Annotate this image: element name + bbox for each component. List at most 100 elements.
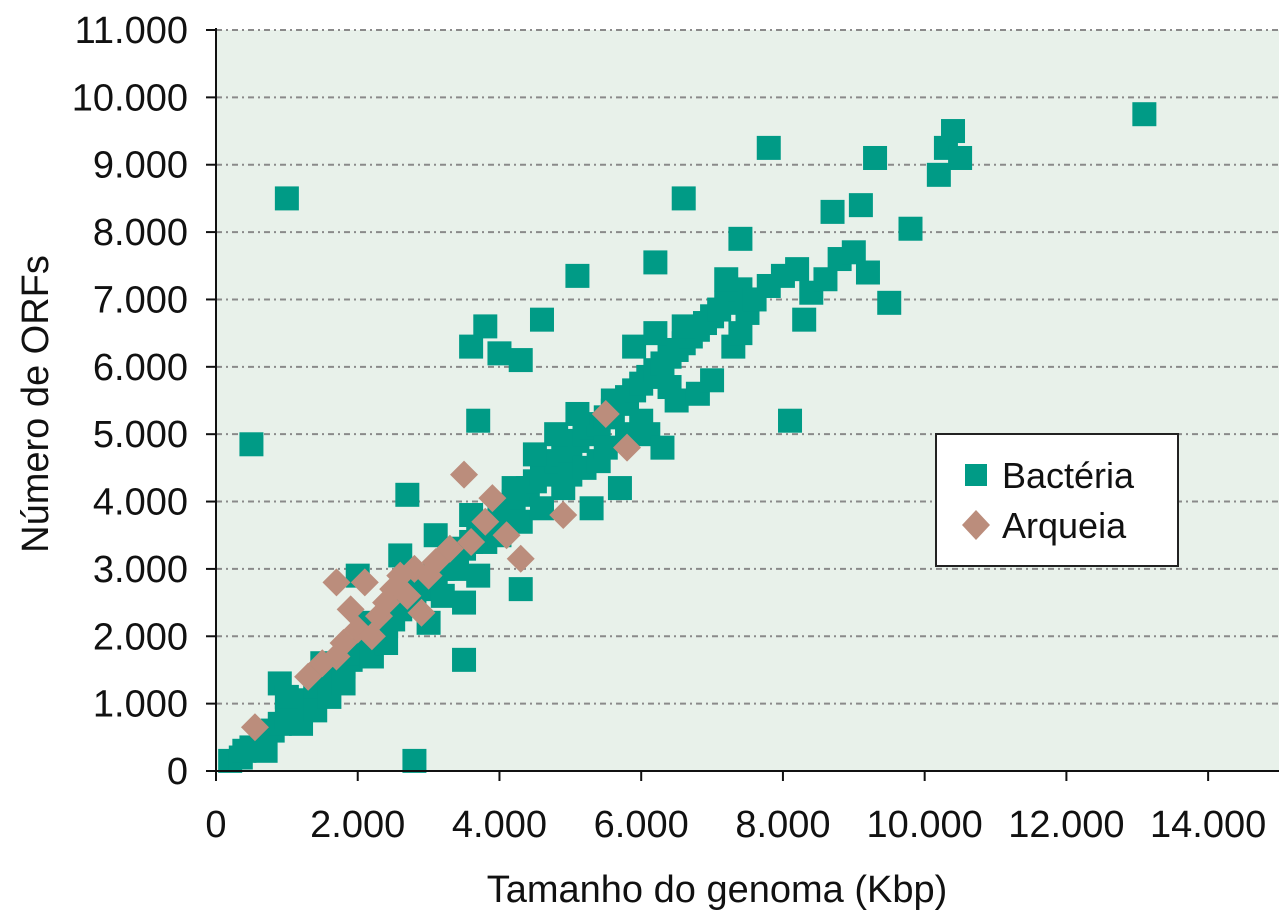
y-tick-label-3: 3.000 [93,549,188,591]
point-bacteria-124 [622,334,647,359]
point-bacteria-88 [274,684,299,709]
point-bacteria-133 [700,368,725,393]
point-bacteria-81 [792,307,817,332]
point-bacteria-83 [926,162,951,187]
point-arqueia-19 [457,527,486,556]
x-tick-label-7: 14.000 [1150,804,1266,846]
y-tick-label-6: 6.000 [93,347,188,389]
x-axis-title: Tamanho do genoma (Kbp) [487,869,948,911]
point-bacteria-159 [508,577,533,602]
point-arqueia-23 [506,544,535,573]
point-bacteria-85 [941,119,966,144]
x-tick-label-1: 2.000 [310,804,405,846]
point-bacteria-143 [487,341,512,366]
point-bacteria-80 [855,260,880,285]
y-tick-label-5: 5.000 [93,414,188,456]
point-arqueia-26 [613,433,642,462]
point-arqueia-22 [492,521,521,550]
x-tick-label-3: 6.000 [594,804,689,846]
y-tick-label-8: 8.000 [93,212,188,254]
point-arqueia-27 [329,629,358,658]
point-bacteria-130 [664,388,689,413]
point-arqueia-21 [478,484,507,513]
point-arqueia-0 [240,713,269,742]
y-tick-label-0: 0 [167,751,188,793]
point-bacteria-102 [430,583,455,608]
point-bacteria-144 [508,348,533,373]
point-bacteria-116 [565,401,590,426]
point-bacteria-104 [452,590,477,615]
point-bacteria-152 [820,199,845,224]
point-bacteria-154 [877,290,902,315]
point-bacteria-160 [402,748,427,773]
point-bacteria-146 [565,263,590,288]
point-bacteria-140 [473,314,498,339]
point-arqueia-18 [450,460,479,489]
point-bacteria-161 [1132,102,1157,127]
point-bacteria-82 [898,216,923,241]
point-arqueia-25 [591,399,620,428]
point-arqueia-4 [322,568,351,597]
legend-box [935,433,1179,567]
legend: Bactéria Arqueia [935,433,1179,567]
y-tick-label-2: 2.000 [93,616,188,658]
x-tick-label-6: 12.000 [1008,804,1124,846]
x-tick-label-4: 8.000 [735,804,830,846]
x-tick-label-5: 10.000 [867,804,983,846]
point-bacteria-111 [522,442,547,467]
point-bacteria-106 [466,563,491,588]
point-bacteria-86 [948,145,973,170]
point-bacteria-147 [643,250,668,275]
point-bacteria-112 [529,496,554,521]
point-arqueia-24 [549,501,578,530]
point-arqueia-17 [435,534,464,563]
point-bacteria-113 [544,422,569,447]
point-bacteria-138 [232,738,257,763]
point-bacteria-139 [395,482,420,507]
point-bacteria-109 [501,476,526,501]
y-tick-label-1: 1.000 [93,684,188,726]
point-arqueia-12 [393,581,422,610]
point-bacteria-157 [239,432,264,457]
legend-label-arqueia: Arqueia [1002,505,1127,546]
point-bacteria-127 [643,321,668,346]
point-bacteria-158 [452,647,477,672]
point-bacteria-93 [331,671,356,696]
point-bacteria-77 [813,267,838,292]
legend-marker-bacteria [965,464,987,486]
point-arqueia-7 [350,568,379,597]
y-tick-label-4: 4.000 [93,482,188,524]
y-tick-label-7: 7.000 [93,279,188,321]
point-bacteria-149 [728,226,753,251]
point-bacteria-136 [728,321,753,346]
point-bacteria-141 [466,408,491,433]
y-axis-title: Número de ORFs [15,255,57,553]
point-bacteria-142 [459,334,484,359]
point-bacteria-145 [529,307,554,332]
x-tick-label-0: 0 [205,804,226,846]
axes: 0 1.000 2.000 3.000 4.000 5.000 6.000 7.000 8.00… [72,10,1279,846]
legend-label-bacteria: Bactéria [1002,455,1135,496]
point-bacteria-156 [274,186,299,211]
point-bacteria-118 [579,496,604,521]
point-bacteria-134 [714,267,739,292]
point-bacteria-128 [650,435,675,460]
y-tick-label-10: 10.000 [72,77,188,119]
point-bacteria-137 [253,738,278,763]
point-bacteria-122 [607,476,632,501]
point-bacteria-153 [848,193,873,218]
point-arqueia-14 [407,598,436,627]
point-bacteria-79 [841,240,866,265]
point-bacteria-148 [671,186,696,211]
legend-marker-arqueia [962,510,990,540]
y-tick-label-11: 11.000 [75,10,188,52]
point-bacteria-75 [785,257,810,282]
point-arqueia-28 [357,622,386,651]
data-points [218,102,1157,773]
y-tick-label-9: 9.000 [93,145,188,187]
point-bacteria-110 [508,509,533,534]
point-bacteria-150 [756,135,781,160]
point-arqueia-20 [471,507,500,536]
point-bacteria-131 [671,314,696,339]
